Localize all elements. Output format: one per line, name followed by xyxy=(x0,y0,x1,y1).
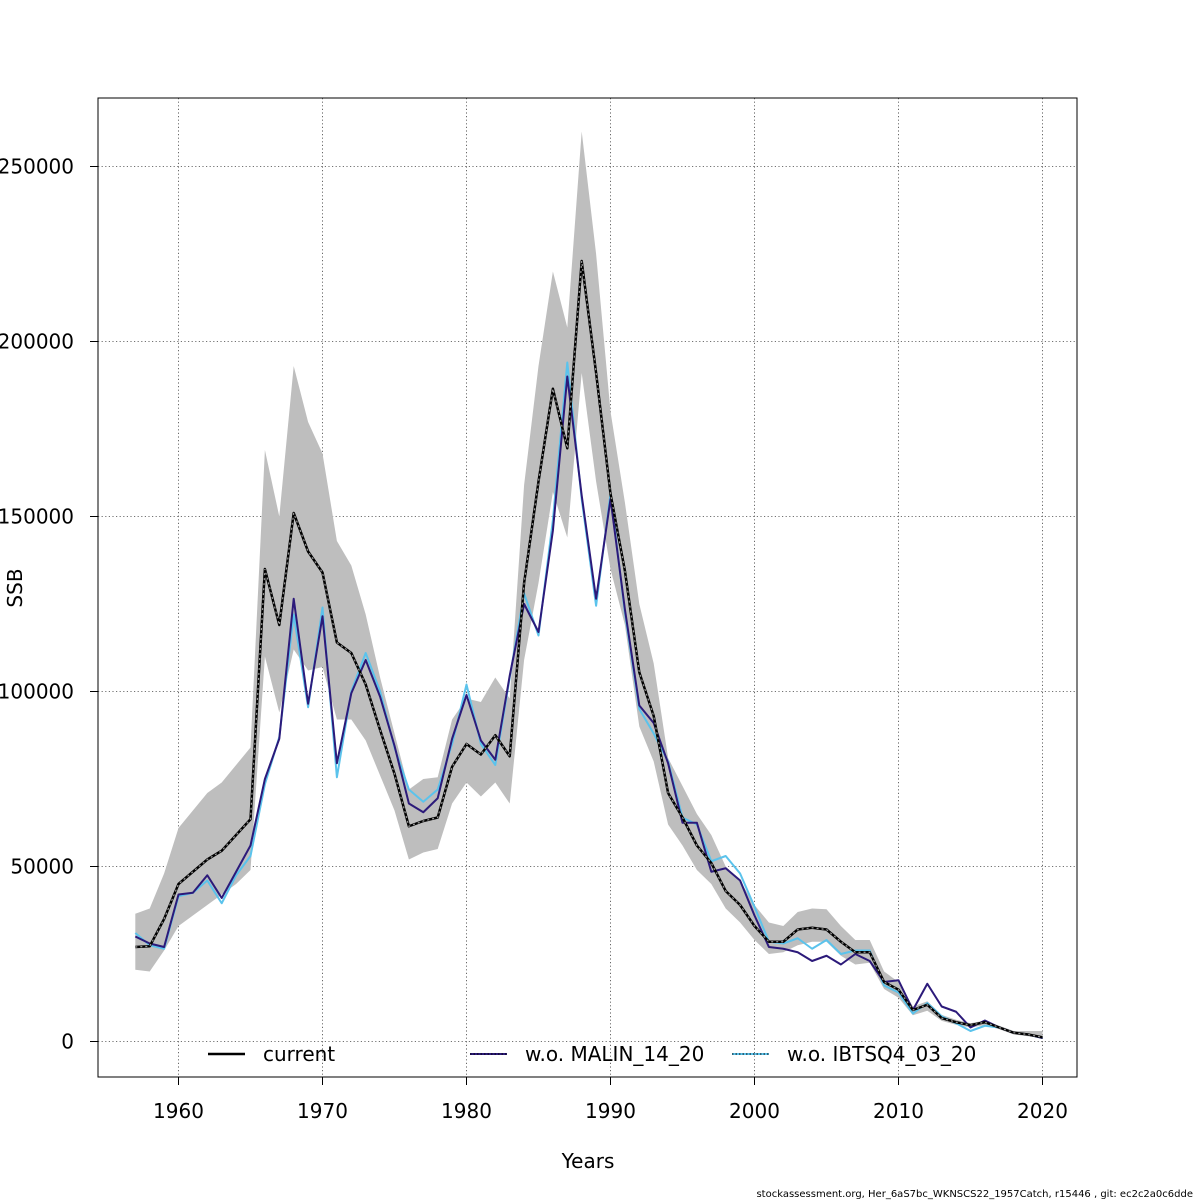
x-axis-title: Years xyxy=(561,1149,615,1173)
confidence-band-layer xyxy=(135,131,1043,1038)
x-tick-label: 2010 xyxy=(873,1099,924,1123)
x-tick-label: 1990 xyxy=(585,1099,636,1123)
y-tick-label: 200000 xyxy=(0,330,74,354)
x-tick-label: 2020 xyxy=(1017,1099,1068,1123)
legend-label: current xyxy=(263,1042,335,1066)
x-axis: 1960 1970 1980 1990 2000 2010 2020 xyxy=(153,1077,1068,1123)
legend: current w.o. MALIN_14_20 w.o. IBTSQ4_03_20 xyxy=(208,1042,976,1066)
confidence-band xyxy=(135,131,1043,1038)
x-tick-label: 1970 xyxy=(297,1099,348,1123)
y-tick-label: 250000 xyxy=(0,155,74,179)
legend-label: w.o. MALIN_14_20 xyxy=(525,1042,704,1066)
legend-label: w.o. IBTSQ4_03_20 xyxy=(787,1042,976,1066)
y-tick-label: 50000 xyxy=(10,855,74,879)
y-tick-label: 100000 xyxy=(0,680,74,704)
x-tick-label: 1960 xyxy=(153,1099,204,1123)
y-axis: 0 50000 100000 150000 200000 250000 xyxy=(0,155,98,1054)
y-tick-label: 150000 xyxy=(0,505,74,529)
x-tick-label: 2000 xyxy=(729,1099,780,1123)
x-tick-label: 1980 xyxy=(441,1099,492,1123)
y-tick-label: 0 xyxy=(61,1030,74,1054)
series-line-w-o-ibtsq4-03-20 xyxy=(134,361,1043,1039)
series-layer xyxy=(134,259,1043,1039)
y-axis-title: SSB xyxy=(3,568,27,607)
footer-text: stockassessment.org, Her_6aS7bc_WKNSCS22… xyxy=(756,1189,1193,1200)
series-line-current-dots xyxy=(135,260,1043,1038)
plot-frame xyxy=(97,97,1078,1078)
series-line-w-o-malin-14-20 xyxy=(134,375,1043,1039)
